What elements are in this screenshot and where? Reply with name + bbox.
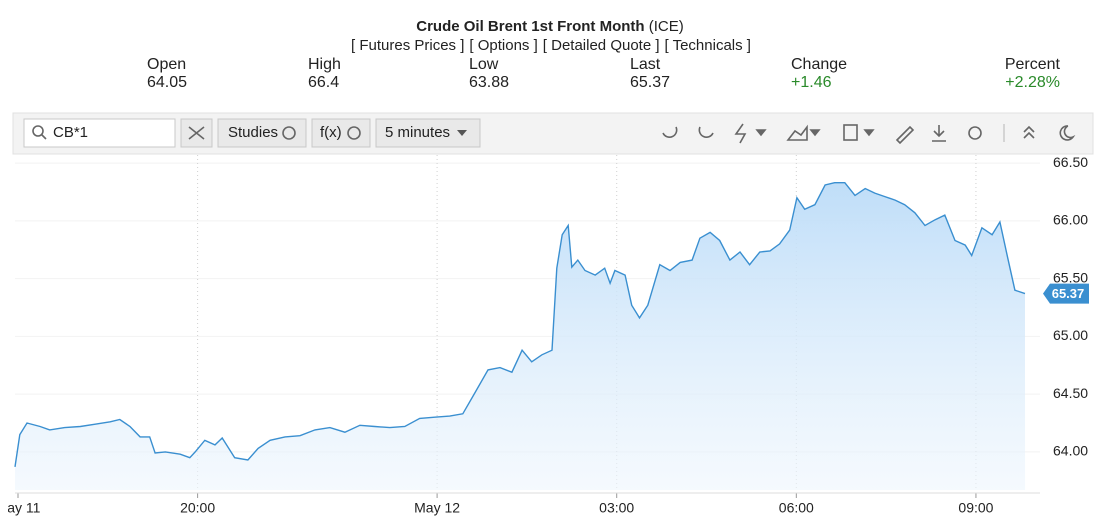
download-icon[interactable] [932, 125, 946, 142]
plus-icon [347, 126, 361, 140]
plus-icon [282, 126, 296, 140]
x-tick-label: 09:00 [958, 500, 993, 516]
draw-icon[interactable] [895, 125, 915, 145]
y-tick-label: 65.50 [1053, 269, 1088, 285]
link[interactable]: [ Options ] [469, 37, 537, 54]
search-icon [32, 125, 44, 137]
y-tick-label: 65.00 [1053, 327, 1088, 343]
fx-label: f(x) [320, 124, 342, 141]
quote-label: Percent [1005, 56, 1061, 73]
redo-icon[interactable] [698, 126, 714, 138]
symbol: CB*1 [53, 124, 88, 141]
x-tick-label: 06:00 [779, 500, 814, 516]
price-line [14, 182, 1026, 468]
quote-label: Open [147, 56, 186, 73]
price-tag [1043, 283, 1089, 304]
y-tick-label: 64.00 [1053, 443, 1088, 459]
link[interactable]: [ Technicals ] [665, 37, 751, 54]
studies-label: Studies [228, 124, 278, 141]
link[interactable]: [ Futures Prices ] [351, 37, 464, 54]
undo-icon[interactable] [662, 126, 678, 138]
x-tick-label: 20:00 [180, 500, 215, 516]
settings-icon[interactable] [968, 126, 982, 140]
title-name: Crude Oil Brent 1st Front Month [416, 18, 644, 35]
quote-label: Change [791, 56, 847, 73]
x-tick-label: 03:00 [599, 500, 634, 516]
area [15, 182, 1026, 490]
x-tick-label: May 11 [0, 500, 41, 516]
chart-type-icon[interactable] [786, 124, 808, 141]
quote-label: High [308, 56, 341, 73]
toolbar-icons [662, 123, 1076, 145]
y-tick-label: 66.00 [1053, 212, 1088, 228]
shuffle-icon [188, 126, 205, 140]
search-box[interactable] [23, 118, 176, 148]
link[interactable]: [ Detailed Quote ] [543, 37, 660, 54]
plot: 64.00 64.50 65.00 65.50 66.00 66.50 May 11 20:0… [0, 154, 1089, 516]
quote-label: Last [630, 56, 661, 73]
studies-button[interactable] [217, 118, 307, 148]
search-icon [41, 134, 47, 140]
quote-value: +1.46 [791, 74, 832, 91]
quote-value: 65.37 [630, 74, 670, 91]
dropdown-icon [457, 130, 467, 136]
exchange: (ICE) [649, 18, 684, 35]
flash-icon[interactable] [734, 123, 747, 144]
theme-icon[interactable] [1059, 125, 1076, 141]
links: [ Futures Prices ] [ Options ] [ Detailed … [351, 37, 751, 54]
collapse-icon[interactable] [1023, 125, 1035, 139]
y-tick-label: 66.50 [1053, 154, 1088, 170]
interval-label: 5 minutes [385, 124, 450, 141]
price-tag-label: 65.37 [1052, 286, 1085, 301]
x-tick-label: May 12 [414, 500, 460, 516]
y-tick-label: 64.50 [1053, 385, 1088, 401]
quote-value: +2.28% [1005, 74, 1060, 91]
quote-label: Low [469, 56, 499, 73]
toolbar-dropdowns [755, 129, 875, 137]
quote-value: 63.88 [469, 74, 509, 91]
title: Crude Oil Brent 1st Front Month (ICE) [416, 18, 684, 35]
layout-icon[interactable] [843, 124, 858, 141]
quote-value: 66.4 [308, 74, 339, 91]
quote-value: 64.05 [147, 74, 187, 91]
x-axis-labels: May 11 20:00 May 12 03:00 06:00 09:00 [0, 500, 994, 516]
